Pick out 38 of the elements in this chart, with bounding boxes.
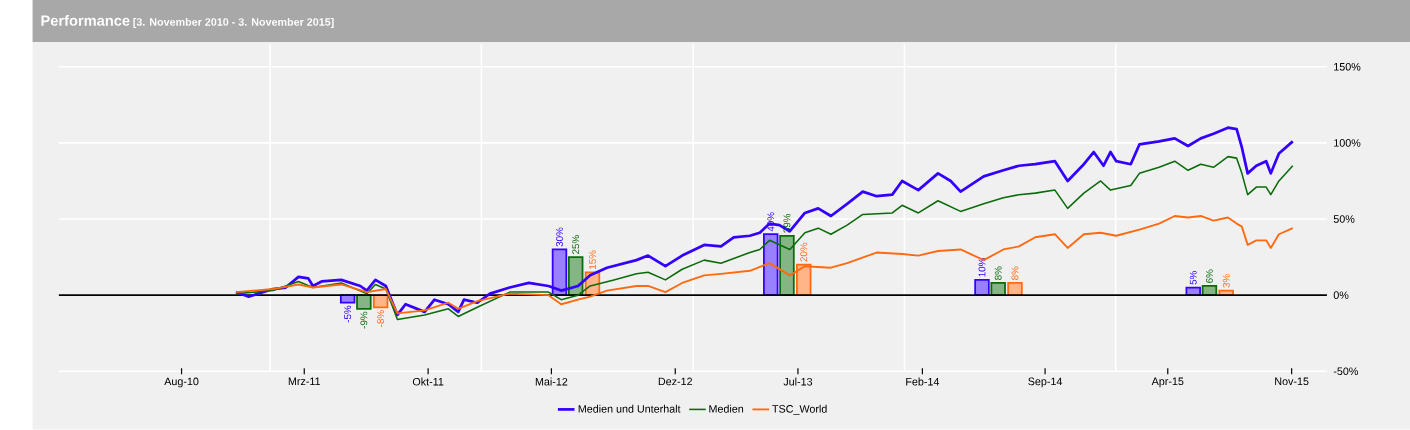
y-tick-label: 100% — [1334, 139, 1361, 147]
x-tick-label: Okt-11 — [412, 377, 444, 386]
data-label: 3% — [1222, 274, 1230, 288]
data-label: 8% — [994, 266, 1002, 280]
data-label: 20% — [800, 242, 808, 262]
y-tick-label: -50% — [1333, 367, 1359, 376]
data-label: 15% — [589, 250, 596, 269]
data-label: 5% — [1189, 271, 1197, 285]
y-tick-label: 150% — [1334, 63, 1361, 71]
bar — [990, 282, 1006, 297]
bar — [1007, 282, 1023, 297]
y-tick-label: 0% — [1333, 291, 1349, 299]
chart-title: Performance — [41, 15, 130, 26]
x-tick-label: Nov-15 — [1275, 377, 1309, 386]
data-label: -9% — [360, 311, 368, 329]
data-label: 6% — [1205, 269, 1213, 283]
data-label: 8% — [1011, 266, 1019, 280]
bar — [974, 279, 990, 297]
x-tick-label: Aug-10 — [164, 377, 199, 388]
bar — [356, 294, 372, 310]
data-label: -5% — [344, 305, 352, 323]
legend-label: Medien und Unterhalt — [578, 404, 681, 413]
x-tick-label: Mai-12 — [535, 377, 568, 386]
data-label: 25% — [572, 235, 580, 255]
legend-label: Medien — [709, 404, 744, 413]
y-tick-label: 50% — [1333, 215, 1355, 223]
chart-subtitle: [3. November 2010 - 3. November 2015] — [133, 17, 334, 28]
data-label: -8% — [377, 310, 385, 327]
data-label: 30% — [556, 227, 563, 247]
x-tick-label: Feb-14 — [906, 377, 940, 386]
data-label: 10% — [978, 258, 986, 277]
x-tick-label: Apr-15 — [1151, 377, 1184, 388]
bar — [779, 234, 795, 297]
x-tick-label: Sep-14 — [1028, 377, 1063, 388]
x-tick-label: Dez-12 — [658, 377, 693, 386]
x-tick-label: Mrz-11 — [288, 377, 321, 386]
x-tick-label: Jul-13 — [783, 377, 813, 386]
legend-label: TSC_World — [772, 404, 827, 415]
